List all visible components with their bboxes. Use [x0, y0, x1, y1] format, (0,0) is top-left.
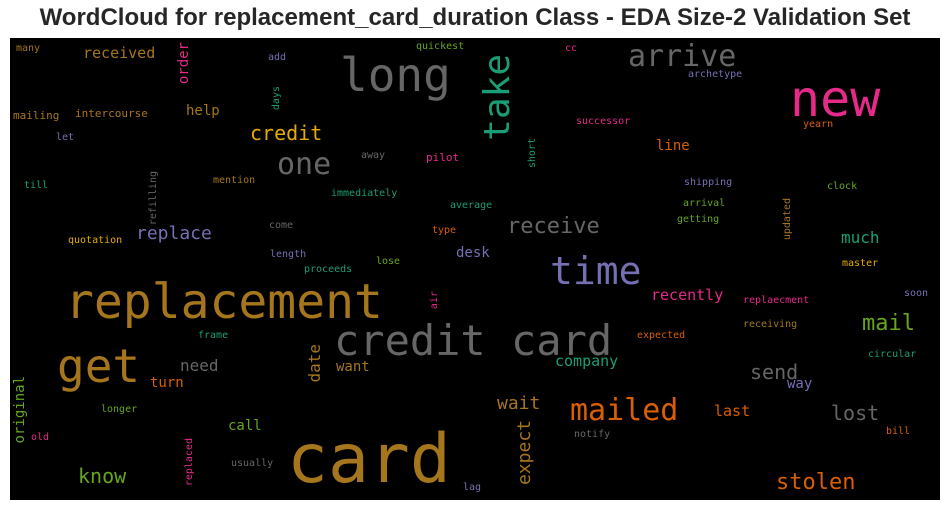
word-new: new — [790, 74, 880, 124]
word-help: help — [186, 104, 220, 118]
word-received: received — [83, 46, 155, 61]
word-add: add — [268, 53, 286, 63]
word-cc: cc — [565, 44, 577, 54]
word-soon: soon — [904, 289, 928, 299]
word-old: old — [31, 433, 49, 443]
word-original: original — [13, 376, 27, 443]
word-desk: desk — [456, 246, 490, 260]
word-expect: expect — [516, 420, 534, 485]
word-much: much — [841, 230, 880, 246]
word-long: long — [340, 52, 451, 98]
word-clock: clock — [827, 182, 857, 192]
word-time: time — [550, 252, 642, 290]
word-archetype: archetype — [688, 70, 742, 80]
word-credit: credit — [250, 123, 322, 143]
word-let: let — [56, 133, 74, 143]
word-receive: receive — [507, 216, 600, 238]
word-shipping: shipping — [684, 178, 732, 188]
word-updated: updated — [783, 198, 793, 240]
word-line: line — [656, 139, 690, 153]
word-many: many — [16, 44, 40, 54]
word-take: take — [480, 54, 516, 141]
word-lose: lose — [376, 257, 400, 267]
word-longer: longer — [101, 405, 137, 415]
word-know: know — [78, 466, 126, 486]
word-short: short — [528, 138, 538, 168]
word-pilot: pilot — [426, 152, 459, 163]
word-intercourse: intercourse — [75, 108, 148, 119]
word-average: average — [450, 201, 492, 211]
word-days: days — [272, 86, 282, 110]
word-air: air — [430, 291, 440, 309]
word-expected: expected — [637, 331, 685, 341]
word-getting: getting — [677, 215, 719, 225]
word-cloud: card replacement credit card new time long get… — [10, 38, 940, 500]
word-stolen: stolen — [776, 472, 855, 494]
word-immediately: immediately — [331, 189, 397, 199]
word-order: order — [177, 42, 191, 84]
word-usually: usually — [231, 459, 273, 469]
word-lag: lag — [463, 483, 481, 493]
word-successor: successor — [576, 117, 630, 127]
word-type: type — [432, 226, 456, 236]
word-turn: turn — [150, 376, 184, 390]
word-length: length — [270, 250, 306, 260]
word-replaecment: replaecment — [743, 296, 809, 306]
word-mail: mail — [862, 313, 915, 335]
word-till: till — [24, 181, 48, 191]
word-replace: replace — [136, 225, 212, 243]
word-date: date — [307, 344, 323, 383]
word-arrival: arrival — [683, 199, 725, 209]
word-arrive: arrive — [628, 42, 736, 72]
word-card: card — [287, 426, 451, 494]
word-quickest: quickest — [416, 42, 464, 52]
word-want: want — [336, 360, 370, 374]
word-away: away — [361, 151, 385, 161]
word-quotation: quotation — [68, 236, 122, 246]
word-circular: circular — [868, 350, 916, 360]
word-one: one — [277, 150, 331, 180]
word-call: call — [228, 419, 262, 433]
word-yearn: yearn — [803, 120, 833, 130]
word-recently: recently — [651, 288, 723, 303]
word-wait: wait — [497, 395, 540, 413]
word-come: come — [269, 221, 293, 231]
word-notify: notify — [574, 430, 610, 440]
word-frame: frame — [198, 331, 228, 341]
word-way: way — [787, 377, 812, 391]
word-need: need — [180, 358, 219, 374]
chart-title: WordCloud for replacement_card_duration … — [0, 4, 950, 32]
word-last: last — [714, 404, 750, 419]
word-get: get — [57, 343, 140, 389]
word-proceeds: proceeds — [304, 265, 352, 275]
word-bill: bill — [886, 427, 910, 437]
word-lost: lost — [831, 403, 879, 423]
word-mailed: mailed — [570, 396, 678, 426]
word-refilling: refilling — [149, 171, 159, 225]
word-company: company — [555, 354, 618, 369]
word-replaced: replaced — [185, 438, 195, 486]
word-mention: mention — [213, 176, 255, 186]
word-mailing: mailing — [13, 110, 59, 121]
word-receiving: receiving — [743, 320, 797, 330]
word-master: master — [842, 259, 878, 269]
